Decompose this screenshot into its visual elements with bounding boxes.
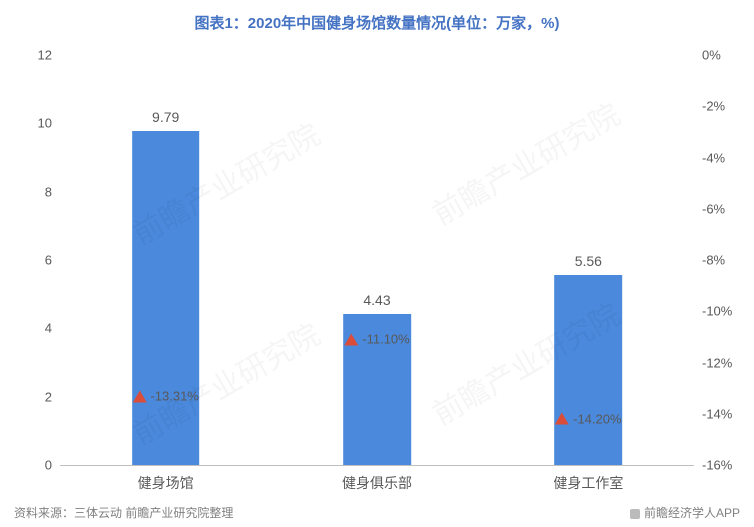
bar: 9.79 [132,131,200,465]
y2-tick-label: -8% [694,253,725,268]
y1-tick-label: 6 [45,253,60,268]
bar-value-label: 5.56 [575,253,602,275]
y2-tick-label: 0% [694,48,721,63]
x-tick-label: 健身工作室 [553,465,623,493]
marker: -11.10% [344,332,409,347]
x-tick-label: 健身场馆 [138,465,194,493]
source-text: 资料来源：三体云动 前瞻产业研究院整理 [14,504,233,521]
y1-tick-label: 8 [45,184,60,199]
y2-tick-label: -6% [694,201,725,216]
chart-title: 图表1：2020年中国健身场馆数量情况(单位：万家，%) [0,0,754,33]
y2-tick-label: -16% [694,458,732,473]
y2-tick-label: -10% [694,304,732,319]
marker: -13.31% [132,389,198,404]
y1-tick-label: 2 [45,389,60,404]
triangle-up-icon [132,390,146,402]
marker: -14.20% [555,411,621,426]
marker-value-label: -13.31% [150,389,198,404]
marker-value-label: -14.20% [573,411,621,426]
y2-tick-label: -2% [694,99,725,114]
bar-value-label: 9.79 [152,109,179,131]
y1-tick-label: 12 [38,48,60,63]
y2-tick-label: -12% [694,355,732,370]
y1-tick-label: 4 [45,321,60,336]
y1-tick-label: 0 [45,458,60,473]
chart-footer: 资料来源：三体云动 前瞻产业研究院整理 前瞻经济学人APP [14,504,740,521]
chart-plot-area: 024681012-16%-14%-12%-10%-8%-6%-4%-2%0%健… [60,55,694,465]
triangle-up-icon [344,333,358,345]
bar: 5.56 [555,275,623,465]
bar-value-label: 4.43 [363,292,390,314]
attribution-text: 前瞻经济学人APP [630,504,740,521]
y2-tick-label: -14% [694,406,732,421]
triangle-up-icon [555,413,569,425]
y1-tick-label: 10 [38,116,60,131]
y2-tick-label: -4% [694,150,725,165]
marker-value-label: -11.10% [362,332,409,347]
x-tick-label: 健身俱乐部 [342,465,412,493]
